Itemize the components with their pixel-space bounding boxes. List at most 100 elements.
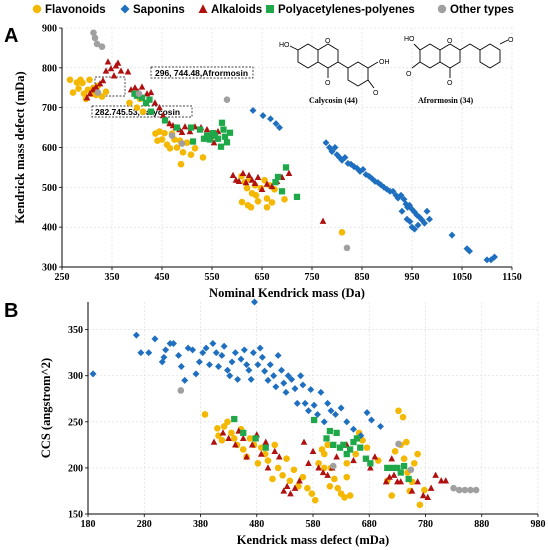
panel-a-point-flavonoids <box>161 129 168 137</box>
panel-b-point-alkaloids <box>382 478 390 485</box>
panel-b-point-saponins <box>170 340 177 347</box>
panel-a-x-tick-label: 1150 <box>502 272 521 283</box>
panel-b-point-alkaloids <box>225 434 232 442</box>
panel-a-point-saponins <box>398 207 406 215</box>
panel-b-point-saponins <box>377 422 384 430</box>
panel-b-point-saponins <box>181 376 189 384</box>
panel-b-point-alkaloids <box>264 464 272 471</box>
panel-b-point-saponins <box>224 366 231 374</box>
panel-b-point-saponins <box>266 361 274 369</box>
panel-b-point-saponins <box>301 399 309 407</box>
panel-b-point-flavonoids <box>230 435 238 442</box>
panel-b-point-saponins <box>274 351 282 359</box>
panel-a-point-saponins <box>328 148 336 155</box>
panel-b-series-polyacetylenes-polyenes <box>231 415 412 483</box>
panel-b-point-saponins <box>231 349 239 357</box>
panel-a-point-flavonoids <box>66 76 74 84</box>
afrormosin-ho: HO <box>404 36 415 43</box>
panel-b-point-saponins <box>314 410 321 418</box>
panel-a-point-alkaloids <box>156 104 163 111</box>
panel-a-point-flavonoids <box>187 151 195 158</box>
panel-b-point-flavonoids <box>334 484 342 492</box>
panel-b-point-saponins <box>160 353 168 361</box>
panel-b-point-polyacetylenes-polyenes <box>362 455 370 462</box>
panel-b-series-other-types <box>177 387 480 494</box>
panel-a-point-flavonoids <box>177 160 185 168</box>
panel-b-point-polyacetylenes-polyenes <box>400 462 408 470</box>
panel-a-point-saponins <box>403 215 411 223</box>
panel-a-point-saponins <box>359 165 367 173</box>
panel-a-point-alkaloids <box>263 180 271 187</box>
panel-a-point-polyacetylenes-polyenes <box>223 139 231 146</box>
panel-b-point-alkaloids <box>280 487 288 494</box>
panel-b-point-alkaloids <box>424 493 432 501</box>
panel-b-point-saponins <box>226 372 234 380</box>
panel-b-point-flavonoids <box>271 441 279 449</box>
panel-a-point-polyacetylenes-polyenes <box>272 179 279 186</box>
panel-b-point-saponins <box>343 418 351 426</box>
panel-a-point-saponins <box>448 231 456 239</box>
panel-a-point-alkaloids <box>210 139 218 146</box>
panel-b-point-saponins <box>234 375 242 383</box>
panel-a-point-saponins <box>322 139 330 147</box>
afrormosin-keto-o: O <box>447 80 453 87</box>
panel-b-point-saponins <box>175 351 183 359</box>
panel-b-point-flavonoids <box>290 466 298 474</box>
legend-label-flavonoids: Flavonoids <box>45 4 106 16</box>
panel-label-b: B <box>4 300 18 322</box>
panel-b-point-saponins <box>243 361 251 369</box>
panel-b-point-flavonoids <box>264 457 272 464</box>
panel-a-point-alkaloids <box>178 128 186 136</box>
panel-a-point-alkaloids <box>102 67 110 74</box>
panel-b-point-alkaloids <box>257 450 265 457</box>
panel-b-point-polyacetylenes-polyenes <box>367 460 374 467</box>
panel-b-point-saponins <box>215 363 222 370</box>
panel-b-y-tick-label: 300 <box>68 371 83 382</box>
panel-a-point-alkaloids <box>96 80 104 87</box>
panel-b-point-saponins <box>258 353 266 361</box>
panel-a-point-other-types <box>98 43 106 51</box>
panel-b-point-flavonoids <box>326 483 334 490</box>
panel-a-point-flavonoids <box>338 229 346 236</box>
panel-b-point-flavonoids <box>400 455 408 462</box>
panel-a-point-alkaloids <box>235 177 243 184</box>
panel-b-point-alkaloids <box>419 491 427 499</box>
panel-b-point-alkaloids <box>315 464 322 471</box>
panel-b-point-saponins <box>240 346 248 354</box>
panel-b-point-alkaloids <box>324 471 331 478</box>
panel-a-point-other-types <box>94 89 102 96</box>
panel-b-point-polyacetylenes-polyenes <box>231 415 238 423</box>
panel-b-point-saponins <box>132 331 140 339</box>
panel-b-point-polyacetylenes-polyenes <box>333 429 340 437</box>
legend-label-saponins: Saponins <box>133 4 185 16</box>
panel-a-point-polyacetylenes-polyenes <box>282 164 290 171</box>
legend-label-other: Other types <box>450 4 514 16</box>
panel-b-point-saponins <box>327 407 335 415</box>
panel-b-point-alkaloids <box>210 438 218 445</box>
panel-a-point-alkaloids <box>268 182 276 190</box>
calycosin-annotation: 282.745.53,Calycosin <box>95 107 180 117</box>
panel-a-point-alkaloids <box>239 169 247 177</box>
panel-a-point-other-types <box>178 140 186 147</box>
panel-a-point-polyacetylenes-polyenes <box>173 124 181 131</box>
panel-b-point-polyacetylenes-polyenes <box>323 435 330 442</box>
panel-b-point-saponins <box>151 335 159 343</box>
panel-b-point-saponins <box>284 372 292 380</box>
calycosin-oh: OH <box>379 59 390 66</box>
panel-a-point-saponins <box>466 247 473 255</box>
calycosin-keto-o: O <box>325 80 331 87</box>
panel-b-point-saponins <box>195 358 203 366</box>
legend-label-alkaloids: Alkaloids <box>211 4 262 16</box>
panel-b-point-alkaloids <box>350 456 357 464</box>
panel-b-point-other-types <box>407 466 415 474</box>
legend: Flavonoids Saponins Alkaloids Polyacetyl… <box>32 4 514 16</box>
panel-b-x-tick-label: 280 <box>137 519 152 530</box>
panel-a-point-other-types <box>91 34 99 42</box>
panel-a-points <box>66 29 498 264</box>
panel-b-point-saponins <box>251 298 258 306</box>
panel-b-point-saponins <box>264 376 272 384</box>
panel-b-point-saponins <box>218 351 226 359</box>
panel-b-point-saponins <box>206 361 213 369</box>
panel-b-point-flavonoids <box>311 496 319 504</box>
panel-a-x-tick-label: 250 <box>55 272 70 283</box>
